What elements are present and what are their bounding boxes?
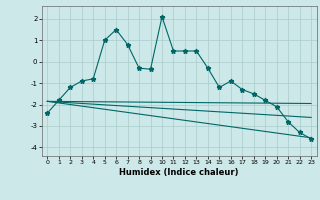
X-axis label: Humidex (Indice chaleur): Humidex (Indice chaleur) <box>119 168 239 177</box>
